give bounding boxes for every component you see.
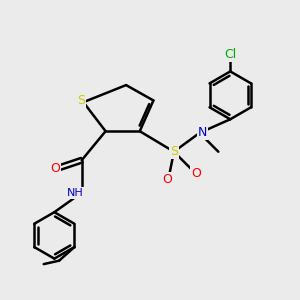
Text: Cl: Cl bbox=[224, 48, 236, 61]
Text: S: S bbox=[76, 94, 85, 107]
Text: O: O bbox=[50, 162, 60, 175]
Text: O: O bbox=[191, 167, 201, 180]
Text: N: N bbox=[198, 126, 207, 139]
Text: S: S bbox=[170, 145, 178, 158]
Text: NH: NH bbox=[67, 188, 84, 198]
Text: O: O bbox=[162, 172, 172, 185]
